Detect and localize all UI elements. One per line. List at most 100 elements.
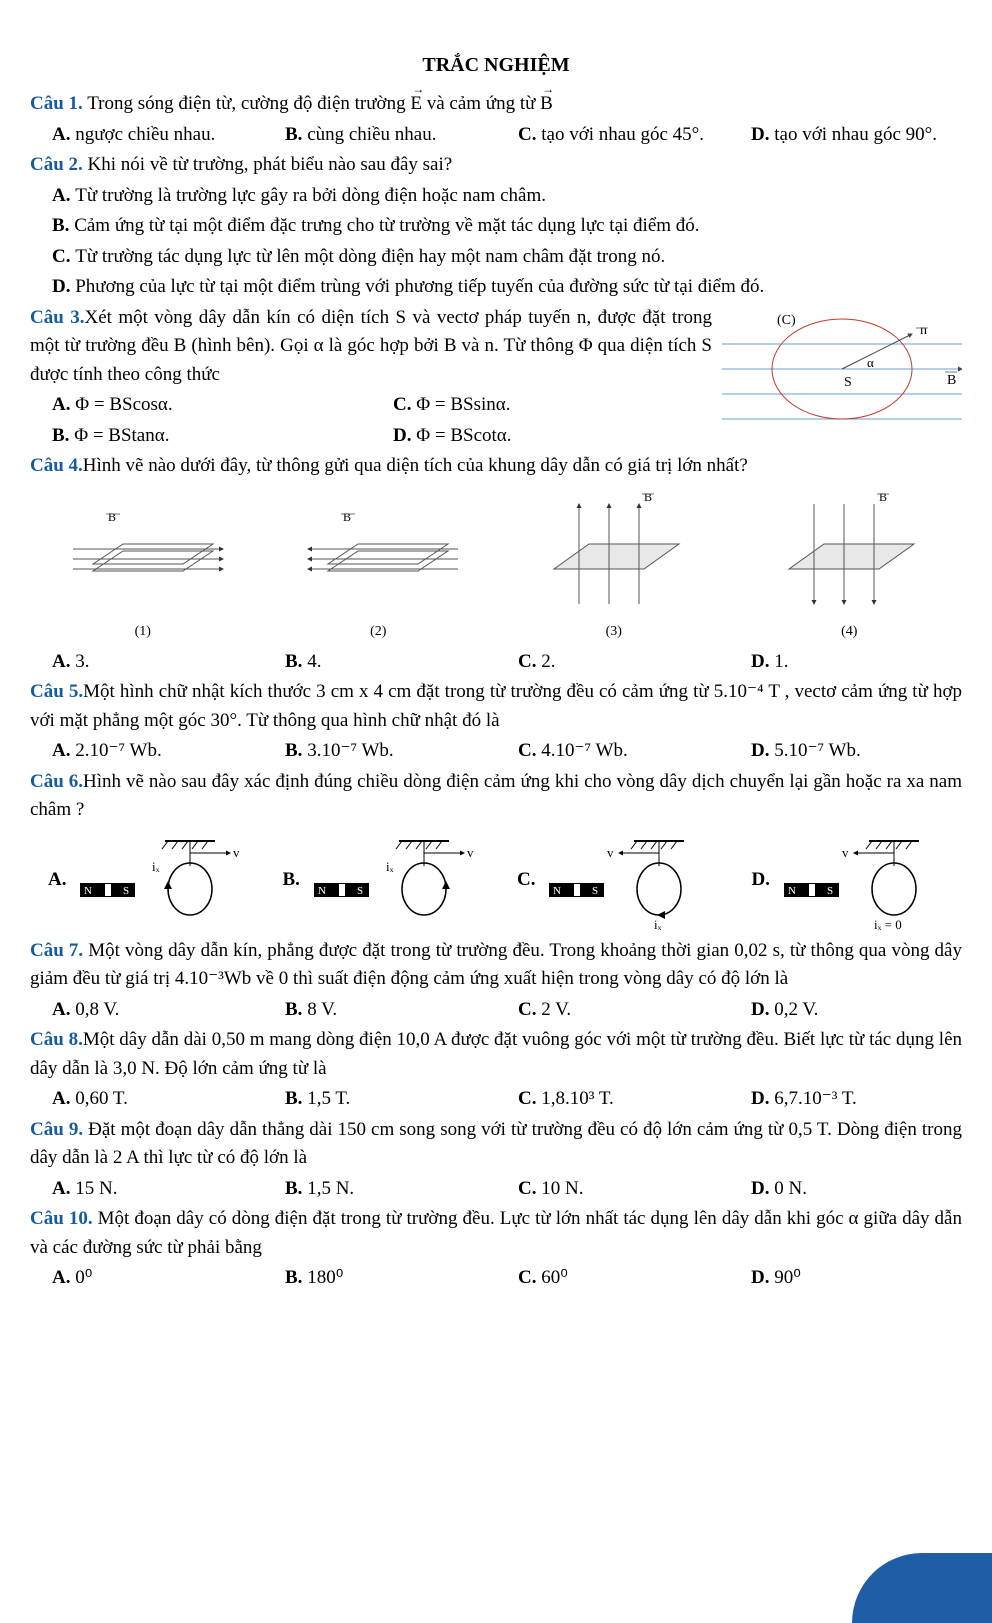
svg-text:v: v [842, 845, 849, 860]
q3-text: Xét một vòng dây dẫn kín có diện tích S … [30, 307, 712, 385]
svg-text:iₓ: iₓ [152, 859, 160, 874]
svg-text:iₓ: iₓ [654, 917, 662, 931]
svg-text:N: N [318, 885, 326, 897]
q6-opt-d: D. [734, 866, 770, 895]
q10-stem: Câu 10. Một đoạn dây có dòng điện đặt tr… [30, 1205, 962, 1262]
q8-opt-c: C. 1,8.10³ T. [496, 1085, 729, 1114]
svg-text:B: B [947, 373, 956, 388]
q1-text-b: và cảm ứng từ [422, 93, 540, 114]
q4-cap-4: (4) [737, 621, 963, 642]
q9-opt-c: C. 10 N. [496, 1175, 729, 1204]
q8-text: Một dây dẫn dài 0,50 m mang dòng điện 10… [30, 1029, 962, 1079]
q5-opt-d: D. 5.10⁻⁷ Wb. [729, 737, 962, 766]
svg-text:B: B [879, 490, 887, 504]
q1-text-a: Trong sóng điện từ, cường độ điện trường [83, 93, 411, 114]
q10-opt-a: A. 0⁰ [30, 1264, 263, 1293]
q4-figures: B (1) B (2) B [30, 489, 962, 642]
q2-stem: Câu 2. Khi nói về từ trường, phát biểu n… [30, 151, 962, 180]
q2-opt-d: D. Phương của lực từ tại một điểm trùng … [30, 273, 962, 302]
svg-text:B: B [108, 510, 116, 524]
q3-opt-c: C. Φ = BSsinα. [371, 391, 712, 420]
svg-text:v: v [233, 845, 240, 860]
q5-text: Một hình chữ nhật kích thước 3 cm x 4 cm… [30, 681, 962, 731]
svg-text:S: S [357, 885, 363, 897]
svg-text:v: v [607, 845, 614, 860]
svg-text:iₓ: iₓ [386, 859, 394, 874]
q1-vec-b: B [540, 90, 553, 119]
q6-stem: Câu 6.Hình vẽ nào sau đây xác định đúng … [30, 768, 962, 825]
svg-text:v: v [467, 845, 474, 860]
q5-stem: Câu 5.Một hình chữ nhật kích thước 3 cm … [30, 678, 962, 735]
q7-stem: Câu 7. Một vòng dây dẫn kín, phẳng được … [30, 937, 962, 994]
svg-text:B: B [644, 490, 652, 504]
q3-opt-a: A. Φ = BScosα. [30, 391, 371, 420]
q2-text: Khi nói về từ trường, phát biểu nào sau … [83, 154, 452, 175]
q1-options: A. ngược chiều nhau. B. cùng chiều nhau.… [30, 121, 962, 150]
q4-fig-2: B [288, 509, 468, 619]
svg-text:α: α [867, 355, 874, 370]
q1-label: Câu 1. [30, 93, 83, 114]
q1-opt-d: D. tạo với nhau góc 90°. [729, 121, 962, 150]
q7-opt-b: B. 8 V. [263, 996, 496, 1025]
q5-opt-a: A. 2.10⁻⁷ Wb. [30, 737, 263, 766]
q9-opt-a: A. 15 N. [30, 1175, 263, 1204]
q6-label: Câu 6. [30, 771, 83, 792]
svg-text:N: N [788, 885, 796, 897]
q6-fig-b: v iₓ N S [304, 831, 484, 931]
svg-text:S: S [592, 885, 598, 897]
svg-text:iₓ = 0: iₓ = 0 [874, 917, 902, 931]
q3-opt-d: D. Φ = BScotα. [371, 422, 712, 451]
q8-opt-d: D. 6,7.10⁻³ T. [729, 1085, 962, 1114]
svg-text:S: S [844, 375, 852, 390]
q6-opt-b: B. [265, 866, 300, 895]
q6-fig-a: v iₓ N S [70, 831, 250, 931]
q3-stem: Câu 3.Xét một vòng dây dẫn kín có diện t… [30, 304, 712, 390]
q4-text: Hình vẽ nào dưới đây, từ thông gửi qua d… [83, 455, 748, 476]
corner-decoration [852, 1553, 992, 1623]
q4-stem: Câu 4.Hình vẽ nào dưới đây, từ thông gửi… [30, 452, 962, 481]
q6-fig-d: v iₓ = 0 N S [774, 831, 954, 931]
svg-text:n: n [920, 323, 927, 338]
q9-label: Câu 9. [30, 1119, 83, 1140]
q10-opt-d: D. 90⁰ [729, 1264, 962, 1293]
q9-stem: Câu 9. Đặt một đoạn dây dẫn thẳng dài 15… [30, 1116, 962, 1173]
q4-cap-3: (3) [501, 621, 727, 642]
q3-label: Câu 3. [30, 307, 84, 328]
q6-opt-a: A. [30, 866, 66, 895]
q7-opt-d: D. 0,2 V. [729, 996, 962, 1025]
q8-opt-b: B. 1,5 T. [263, 1085, 496, 1114]
q7-label: Câu 7. [30, 940, 83, 961]
q4-opt-a: A. 3. [30, 648, 263, 677]
q4-fig-4: B [759, 489, 939, 619]
q10-label: Câu 10. [30, 1208, 93, 1229]
q8-stem: Câu 8.Một dây dẫn dài 0,50 m mang dòng đ… [30, 1026, 962, 1083]
svg-text:S: S [123, 885, 129, 897]
q9-opt-b: B. 1,5 N. [263, 1175, 496, 1204]
q5-opt-b: B. 3.10⁻⁷ Wb. [263, 737, 496, 766]
q7-text: Một vòng dây dẫn kín, phẳng được đặt tro… [30, 940, 962, 990]
q4-cap-2: (2) [266, 621, 492, 642]
q2-opt-a: A. Từ trường là trường lực gây ra bởi dò… [30, 182, 962, 211]
svg-text:N: N [84, 885, 92, 897]
q4-fig-3: B [524, 489, 704, 619]
q4-opt-d: D. 1. [729, 648, 962, 677]
q1-opt-b: B. cùng chiều nhau. [263, 121, 496, 150]
q9-opt-d: D. 0 N. [729, 1175, 962, 1204]
q1-opt-c: C. tạo với nhau góc 45°. [496, 121, 729, 150]
q6-text: Hình vẽ nào sau đây xác định đúng chiều … [30, 771, 962, 821]
q8-opt-a: A. 0,60 T. [30, 1085, 263, 1114]
q10-opt-b: B. 180⁰ [263, 1264, 496, 1293]
q9-text: Đặt một đoạn dây dẫn thẳng dài 150 cm so… [30, 1119, 962, 1169]
q3-opt-b: B. Φ = BStanα. [30, 422, 371, 451]
q6-opt-c: C. [499, 866, 535, 895]
q2-opt-b: B. Cảm ứng từ tại một điểm đặc trưng cho… [30, 212, 962, 241]
q8-label: Câu 8. [30, 1029, 83, 1050]
q2-opt-c: C. Từ trường tác dụng lực từ lên một dòn… [30, 243, 962, 272]
q3-figure: (C) n α S B [722, 304, 962, 434]
q1-opt-a: A. ngược chiều nhau. [30, 121, 263, 150]
q7-opt-c: C. 2 V. [496, 996, 729, 1025]
q6-options: A. v iₓ N S B. v [30, 831, 962, 931]
svg-text:(C): (C) [777, 313, 796, 328]
svg-text:N: N [553, 885, 561, 897]
q7-opt-a: A. 0,8 V. [30, 996, 263, 1025]
